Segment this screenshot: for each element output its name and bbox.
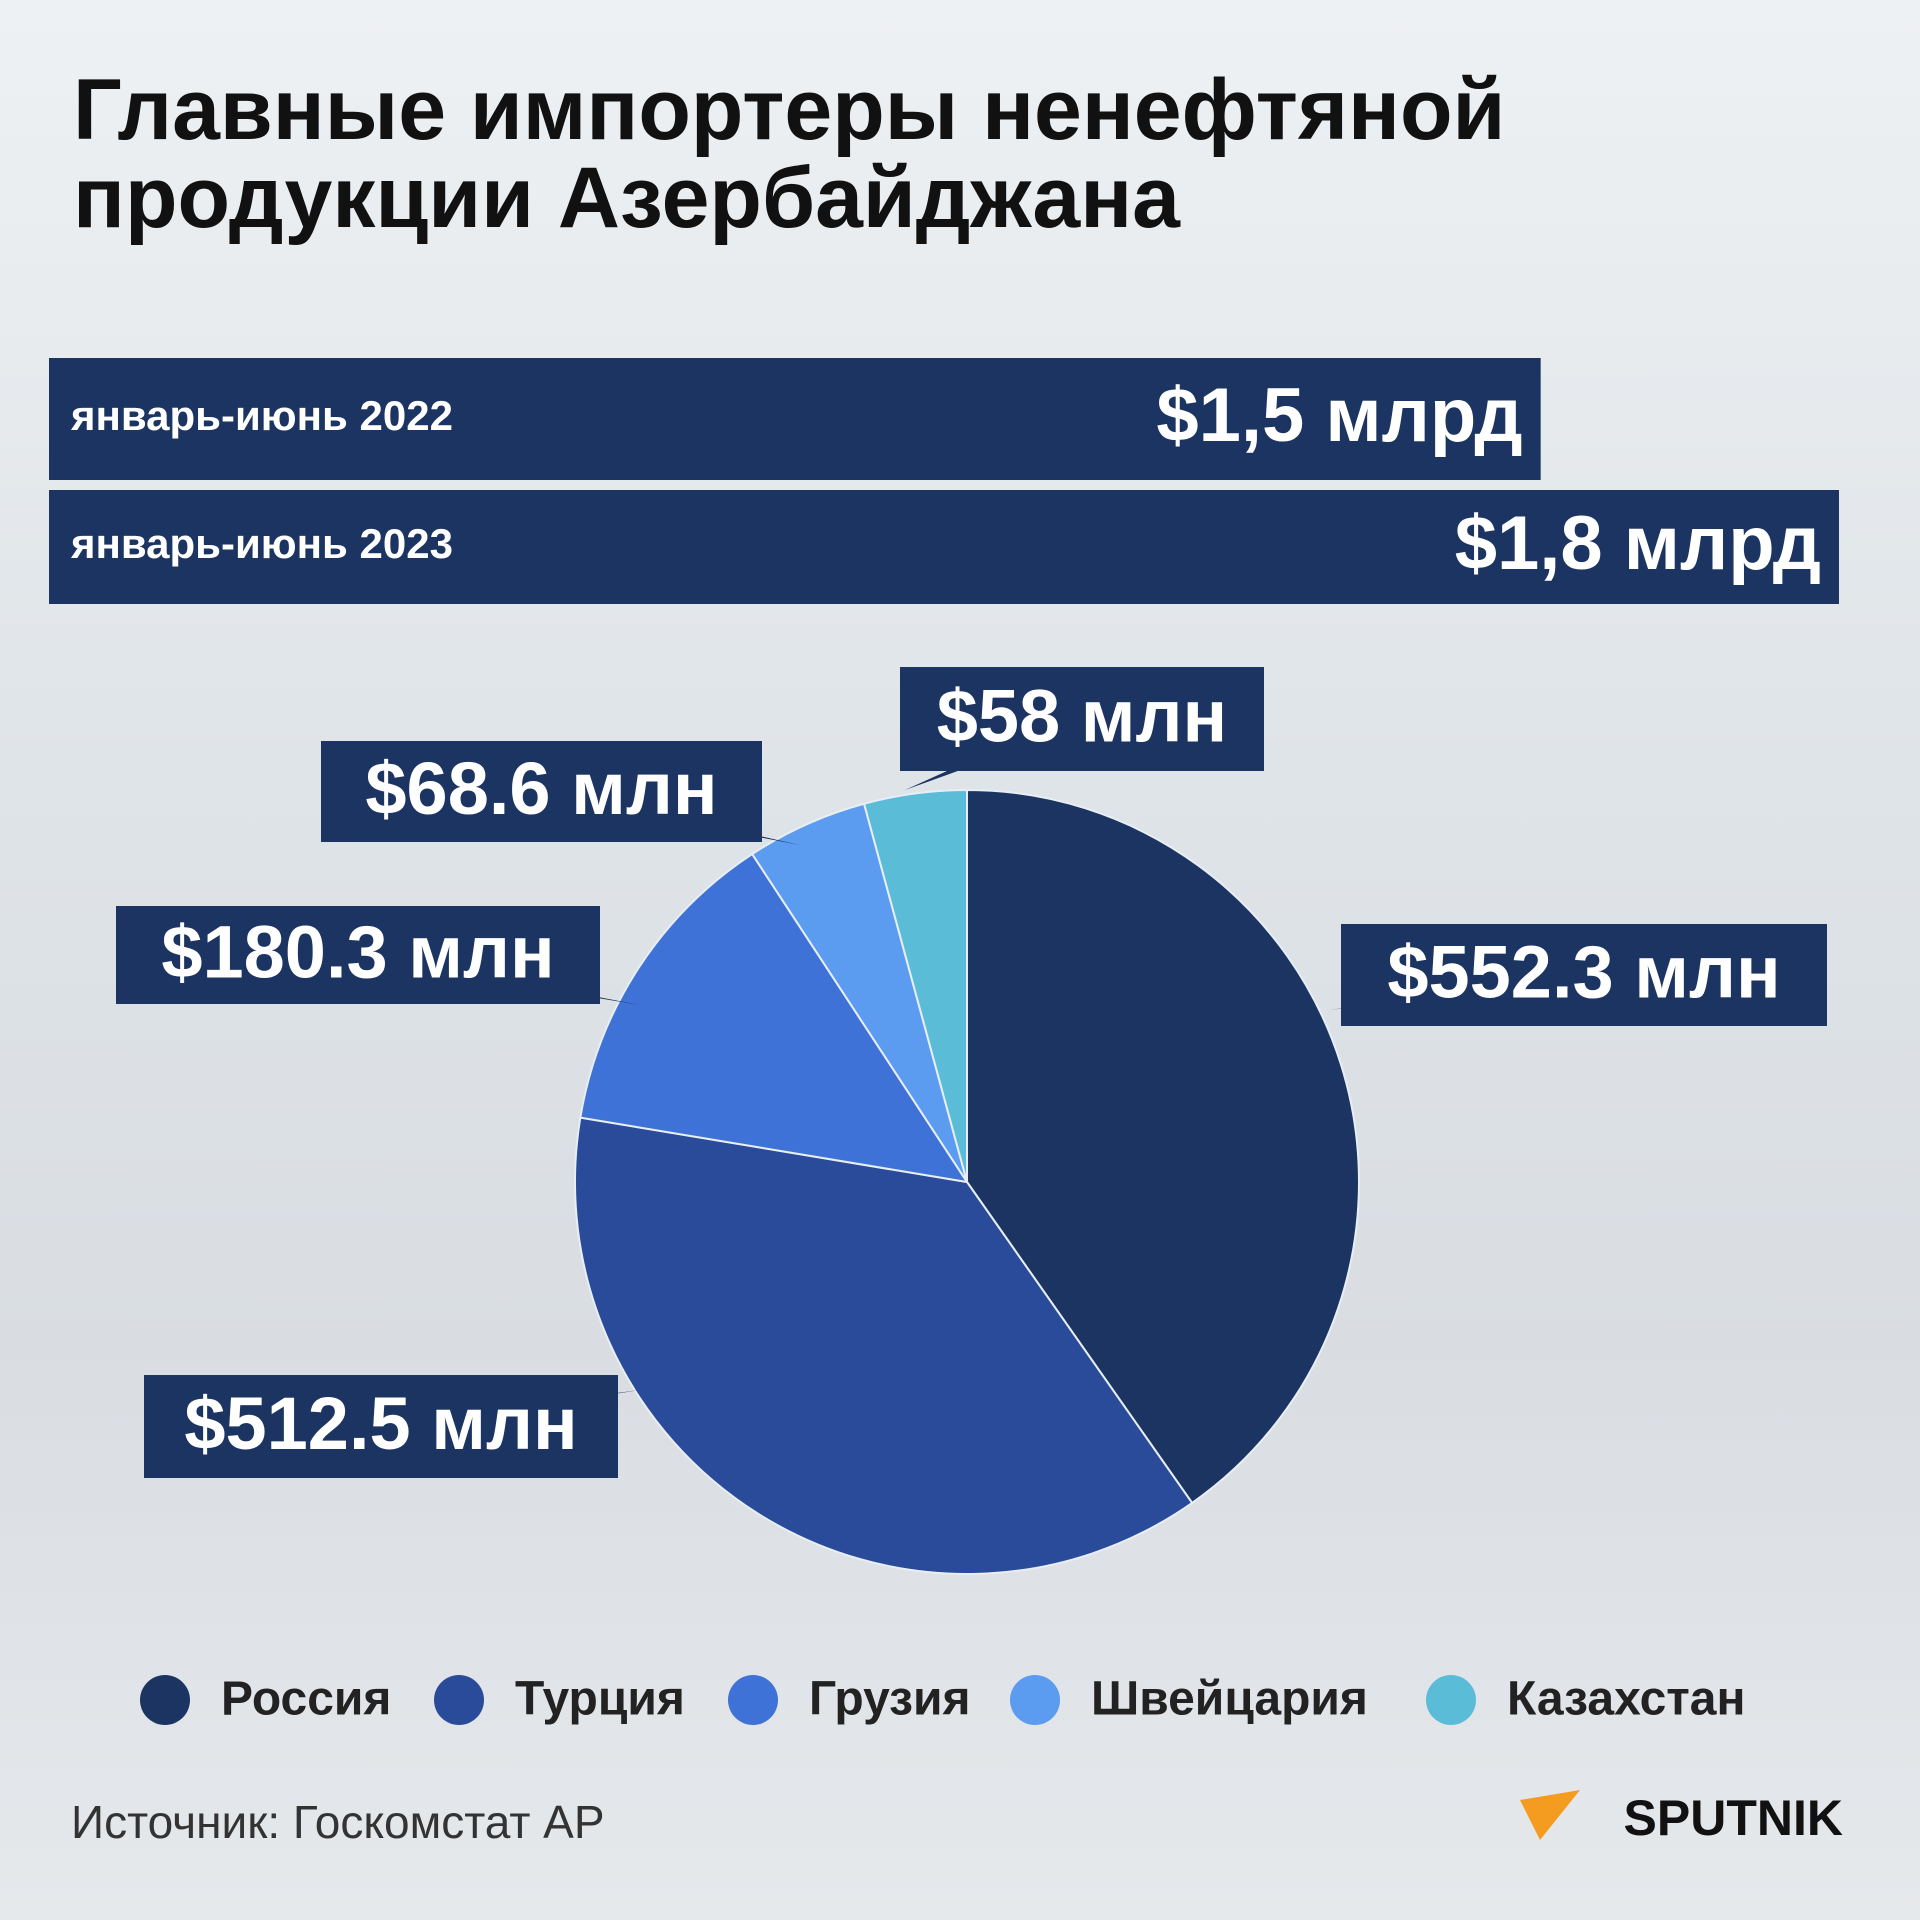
bar-value-label: $1,8 млрд: [1455, 501, 1821, 586]
bar-value-label: $1,5 млрд: [1156, 373, 1522, 458]
data-label: $58 млн: [937, 675, 1227, 758]
label-box: [1341, 924, 1827, 1026]
data-label: $68.6 млн: [365, 747, 717, 830]
label-box: [900, 667, 1264, 771]
label-box: [321, 741, 762, 842]
chart-title: Главные импортеры ненефтяной продукции А…: [73, 62, 1506, 246]
label-box: [144, 1375, 618, 1478]
label-box: [116, 906, 600, 1004]
legend-swatch: [434, 1675, 484, 1725]
bar-category: январь-июнь 2023: [70, 520, 453, 567]
pie-slice: [579, 852, 970, 1184]
legend-label: Казахстан: [1507, 1673, 1745, 1726]
pie-slice: [862, 788, 968, 1183]
logo: SPUTNIK: [1624, 1790, 1843, 1846]
bar: [49, 490, 1839, 604]
legend-label: Россия: [221, 1673, 391, 1726]
logo-icon: [1520, 1790, 1580, 1840]
data-label: $180.3 млн: [161, 911, 554, 994]
pie-slice: [966, 788, 1360, 1505]
legend-swatch: [728, 1675, 778, 1725]
pie-slice: [574, 1116, 1194, 1575]
bar: [49, 358, 1541, 480]
data-label: $512.5 млн: [184, 1382, 577, 1465]
legend-swatch: [1426, 1675, 1476, 1725]
legend-swatch: [140, 1675, 190, 1725]
legend-label: Швейцария: [1091, 1673, 1368, 1726]
legend-swatch: [1010, 1675, 1060, 1725]
legend-label: Грузия: [809, 1673, 971, 1726]
source: Источник: Госкомстат АР: [71, 1796, 605, 1848]
data-label: $552.3 млн: [1387, 931, 1780, 1014]
legend-label: Турция: [515, 1673, 685, 1726]
bar-category: январь-июнь 2022: [70, 392, 453, 439]
